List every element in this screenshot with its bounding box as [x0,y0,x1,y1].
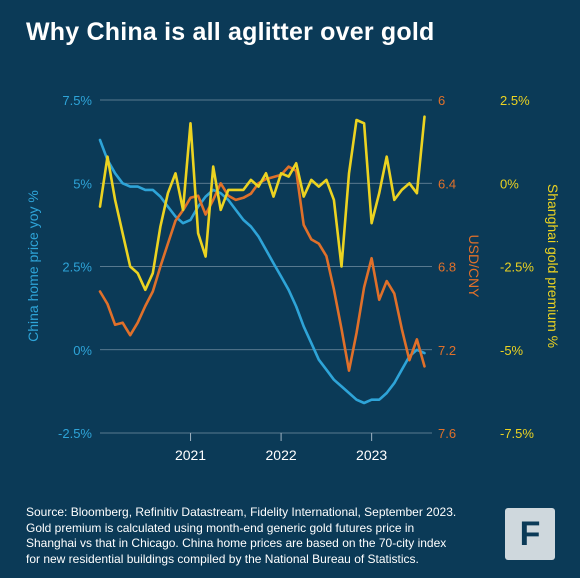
usdcny-axis-tick-label: 7.6 [438,426,456,441]
source-note: Source: Bloomberg, Refinitiv Datastream,… [26,505,496,567]
gold-axis-tick-label: 0% [500,176,519,191]
usdcny-axis-label: USD/CNY [466,234,482,298]
source-line: Gold premium is calculated using month-e… [26,520,415,535]
usdcny-axis-tick-label: 6.4 [438,176,456,191]
left-axis-tick-label: 2.5% [62,260,92,275]
left-axis-label: China home price yoy % [25,190,41,342]
gold-axis-tick-label: -5% [500,343,524,358]
left-axis-tick-label: -2.5% [58,426,92,441]
usdcny-axis-tick-label: 6 [438,93,445,108]
gold-axis-tick-label: -7.5% [500,426,534,441]
chart: 7.5% 5% 2.5% 0% -2.5% 6 6.4 6.8 7.2 7.6 2.5% 0% -2.5… [25,93,561,463]
usdcny-line [98,165,426,372]
source-line: Shanghai vs that in Chicago. China home … [26,536,447,550]
chart-title: Why China is all aglitter over gold [26,18,435,46]
gold-premium-line [98,115,426,292]
left-axis-tick-label: 0% [73,343,92,358]
x-axis-tick-label: 2023 [356,447,387,463]
gold-axis-label: Shanghai gold premium % [545,184,561,348]
usdcny-axis-tick-label: 6.8 [438,260,456,275]
source-line: for new residential buildings compiled b… [26,551,419,566]
logo-letter: F [519,514,541,553]
home-price-line [98,138,426,405]
x-axis-tick-label: 2022 [266,447,297,463]
fidelity-logo: F [505,508,555,560]
left-axis-tick-label: 7.5% [62,93,92,108]
x-axis-tick-label: 2021 [175,447,206,463]
usdcny-axis-tick-label: 7.2 [438,343,456,358]
source-line: Source: Bloomberg, Refinitiv Datastream,… [26,505,457,519]
left-axis-tick-label: 5% [73,176,92,191]
gold-axis-tick-label: 2.5% [500,93,530,108]
gold-axis-tick-label: -2.5% [500,260,534,275]
